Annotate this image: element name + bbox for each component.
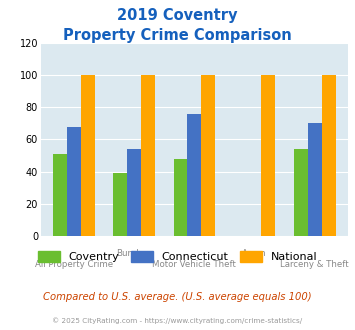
- Text: Property Crime Comparison: Property Crime Comparison: [63, 28, 292, 43]
- Text: 2019 Coventry: 2019 Coventry: [117, 8, 238, 23]
- Bar: [187, 114, 201, 236]
- Bar: [53, 154, 67, 236]
- Bar: [294, 149, 308, 236]
- Text: Burglary: Burglary: [116, 249, 152, 258]
- Bar: [141, 75, 155, 236]
- Text: Compared to U.S. average. (U.S. average equals 100): Compared to U.S. average. (U.S. average …: [43, 292, 312, 302]
- Text: Larceny & Theft: Larceny & Theft: [280, 260, 349, 269]
- Bar: [322, 75, 335, 236]
- Bar: [81, 75, 95, 236]
- Text: Arson: Arson: [242, 249, 267, 258]
- Text: All Property Crime: All Property Crime: [35, 260, 113, 269]
- Bar: [174, 159, 187, 236]
- Legend: Coventry, Connecticut, National: Coventry, Connecticut, National: [33, 247, 322, 267]
- Bar: [201, 75, 215, 236]
- Bar: [67, 127, 81, 236]
- Bar: [113, 173, 127, 236]
- Bar: [127, 149, 141, 236]
- Bar: [308, 123, 322, 236]
- Text: Motor Vehicle Theft: Motor Vehicle Theft: [152, 260, 236, 269]
- Bar: [262, 75, 275, 236]
- Text: © 2025 CityRating.com - https://www.cityrating.com/crime-statistics/: © 2025 CityRating.com - https://www.city…: [53, 317, 302, 324]
